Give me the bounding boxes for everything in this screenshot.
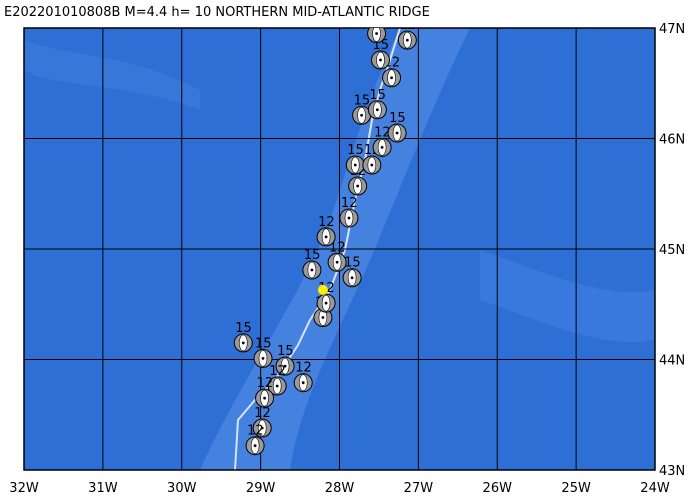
- depth-label: 15: [255, 336, 272, 351]
- beachball-center: [405, 38, 409, 42]
- x-tick-label: 32W: [9, 481, 39, 496]
- focal-mechanism: [352, 105, 372, 125]
- depth-label: 12: [257, 376, 274, 391]
- beachball-center: [375, 32, 378, 35]
- focal-mechanism: [327, 252, 347, 272]
- x-tick-label: 29W: [246, 481, 276, 496]
- beachball-center: [379, 58, 382, 62]
- focal-mechanism: [339, 208, 359, 228]
- depth-label: 15: [304, 248, 321, 263]
- depth-label: 15: [369, 88, 386, 103]
- x-tick-label: 31W: [88, 481, 118, 496]
- depth-label: 15: [277, 344, 294, 359]
- focal-mechanism: [362, 155, 382, 175]
- focal-mechanism: [253, 348, 273, 368]
- depth-label: 12: [269, 364, 286, 379]
- depth-label: 15: [389, 111, 406, 126]
- focal-mechanism: [245, 436, 265, 456]
- depth-label: 12: [247, 424, 264, 439]
- focal-mechanism: [397, 30, 417, 50]
- y-tick-label: 44N: [659, 354, 685, 369]
- focal-mechanism: [233, 333, 253, 353]
- focal-mechanism: [316, 227, 336, 247]
- depth-label: 15: [235, 321, 252, 336]
- depth-label: 12: [329, 240, 346, 255]
- beachball-center: [324, 235, 328, 239]
- focal-mechanism: [342, 268, 362, 288]
- x-tick-label: 25W: [561, 481, 591, 496]
- beachball-center: [261, 356, 265, 360]
- beachball-center: [253, 444, 257, 448]
- beachball-center: [356, 184, 360, 188]
- focal-mechanism: [348, 176, 368, 196]
- beachball-center: [301, 381, 305, 385]
- depth-label: 12: [254, 406, 271, 421]
- x-tick-label: 24W: [640, 481, 670, 496]
- y-tick-label: 45N: [659, 243, 685, 258]
- beachball-center: [360, 113, 363, 117]
- focal-mechanism: [267, 376, 287, 396]
- map-frame: [23, 27, 656, 471]
- beachball-center: [335, 260, 339, 264]
- focal-mechanism: [252, 418, 272, 438]
- main-event: [317, 284, 328, 295]
- y-tick-label: 43N: [659, 464, 685, 479]
- beachball-center: [375, 108, 379, 112]
- y-tick-label: 46N: [659, 133, 685, 148]
- depth-label: 12: [295, 361, 312, 376]
- depth-label: 12: [399, 18, 416, 33]
- depth-label: 12: [341, 196, 358, 211]
- focal-mechanism: [316, 293, 336, 313]
- beachball-center: [310, 268, 314, 272]
- x-tick-label: 28W: [325, 481, 355, 496]
- focal-mechanism: [255, 388, 275, 408]
- depth-label: 12: [374, 125, 391, 140]
- y-tick-label: 47N: [659, 22, 685, 37]
- beachball-center: [353, 163, 357, 167]
- focal-mechanism: [367, 28, 387, 44]
- x-tick-label: 30W: [167, 481, 197, 496]
- map-title: E202201010808B M=4.4 h= 10 NORTHERN MID-…: [4, 5, 430, 20]
- depth-label: 12: [318, 215, 335, 230]
- focal-mechanism: [387, 123, 407, 143]
- x-tick-label: 26W: [483, 481, 513, 496]
- beachball-center: [260, 426, 264, 430]
- beachball-center: [390, 76, 393, 80]
- depth-label: 15: [344, 256, 361, 271]
- beachball-center: [350, 276, 354, 280]
- beachball-center: [324, 301, 328, 305]
- beachball-center: [275, 384, 279, 388]
- depth-label: 15: [354, 93, 371, 108]
- focal-mechanism: [382, 68, 402, 88]
- focal-mechanism: [275, 356, 295, 376]
- x-tick-label: 27W: [404, 481, 434, 496]
- focal-mechanism: [367, 100, 387, 120]
- beachball-center: [380, 145, 384, 149]
- beachball-center: [263, 396, 266, 400]
- depth-label: 15: [347, 143, 364, 158]
- beachball-center: [241, 341, 245, 345]
- beachball-center: [370, 163, 374, 167]
- focal-mechanism: [371, 50, 391, 70]
- beachball-center: [283, 364, 287, 368]
- focal-mechanism: [345, 155, 365, 175]
- focal-mechanism: [293, 373, 313, 393]
- beachball-center: [347, 216, 351, 220]
- beachball-center: [395, 131, 399, 135]
- focal-mechanism: [372, 137, 392, 157]
- focal-mechanism: [302, 260, 322, 280]
- beachball-center: [321, 316, 325, 319]
